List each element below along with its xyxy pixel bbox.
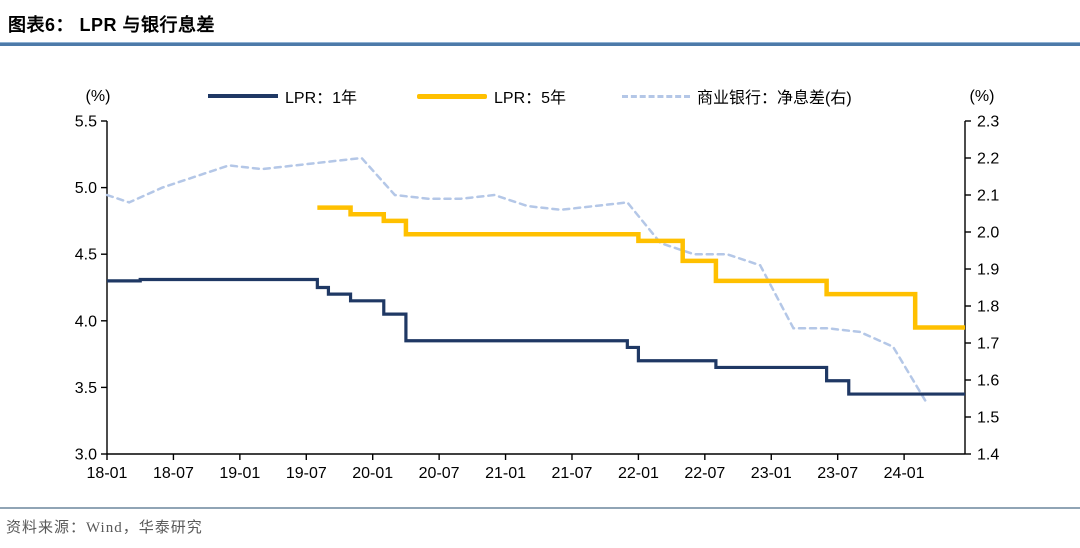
lpr-1y-line-swatch xyxy=(208,94,278,98)
left-axis-unit-label: (%) xyxy=(85,88,111,105)
right-axis-tick-label: 2.0 xyxy=(977,225,999,242)
x-axis-tick-label: 18-07 xyxy=(153,465,194,482)
nim-line xyxy=(105,156,928,404)
left-axis-tick-label: 4.0 xyxy=(75,313,97,330)
lpr-5y-line xyxy=(317,205,965,330)
x-axis-tick-label: 20-07 xyxy=(419,465,460,482)
left-axis-tick-label: 3.5 xyxy=(75,380,97,397)
right-axis-tick-label: 1.9 xyxy=(977,262,999,279)
x-axis-tick-label: 18-01 xyxy=(87,465,128,482)
x-axis-tick-label: 24-01 xyxy=(884,465,925,482)
title-underline xyxy=(0,42,1080,46)
legend-label-lpr-5y: LPR：5年 xyxy=(494,90,567,107)
x-axis-tick-label: 23-01 xyxy=(751,465,792,482)
right-axis-unit-label: (%) xyxy=(969,88,995,105)
x-axis-tick-label: 21-01 xyxy=(485,465,526,482)
chart-legend: LPR：1年 LPR：5年 商业银行：净息差(右) xyxy=(0,86,1080,107)
legend-item-lpr-5y: LPR：5年 xyxy=(417,86,567,107)
x-axis-tick-label: 19-07 xyxy=(286,465,327,482)
right-axis-tick-label: 2.3 xyxy=(977,114,999,131)
x-axis-tick-label: 22-01 xyxy=(618,465,659,482)
source-note: 资料来源：Wind，华泰研究 xyxy=(6,520,203,536)
left-axis-tick-label: 5.0 xyxy=(75,180,97,197)
legend-label-nim: 商业银行：净息差(右) xyxy=(697,90,852,107)
legend-item-lpr-1y: LPR：1年 xyxy=(208,86,358,107)
x-axis-tick-label: 23-07 xyxy=(817,465,858,482)
right-axis-tick-label: 2.2 xyxy=(977,151,999,168)
x-axis-tick-label: 21-07 xyxy=(552,465,593,482)
right-axis-tick-label: 1.5 xyxy=(977,410,999,427)
right-axis-tick-label: 1.6 xyxy=(977,373,999,390)
left-axis-tick-label: 5.5 xyxy=(75,114,97,131)
lpr-5y-line-swatch xyxy=(417,93,487,99)
left-axis-tick-label: 4.5 xyxy=(75,247,97,264)
left-axis-tick-label: 3.0 xyxy=(75,447,97,464)
figure-title: 图表6： LPR 与银行息差 xyxy=(8,15,216,35)
x-axis-tick-label: 19-01 xyxy=(219,465,260,482)
lpr-1y-line xyxy=(107,277,965,396)
footer-divider xyxy=(0,507,1080,509)
right-axis-tick-label: 1.7 xyxy=(977,336,999,353)
x-axis-tick-label: 20-01 xyxy=(352,465,393,482)
nim-line-swatch xyxy=(622,94,690,98)
right-axis-tick-label: 1.4 xyxy=(977,447,999,464)
right-axis-tick-label: 1.8 xyxy=(977,299,999,316)
legend-label-lpr-1y: LPR：1年 xyxy=(285,90,358,107)
x-axis-tick-label: 22-07 xyxy=(684,465,725,482)
right-axis-tick-label: 2.1 xyxy=(977,188,999,205)
legend-item-nim: 商业银行：净息差(右) xyxy=(622,86,852,107)
